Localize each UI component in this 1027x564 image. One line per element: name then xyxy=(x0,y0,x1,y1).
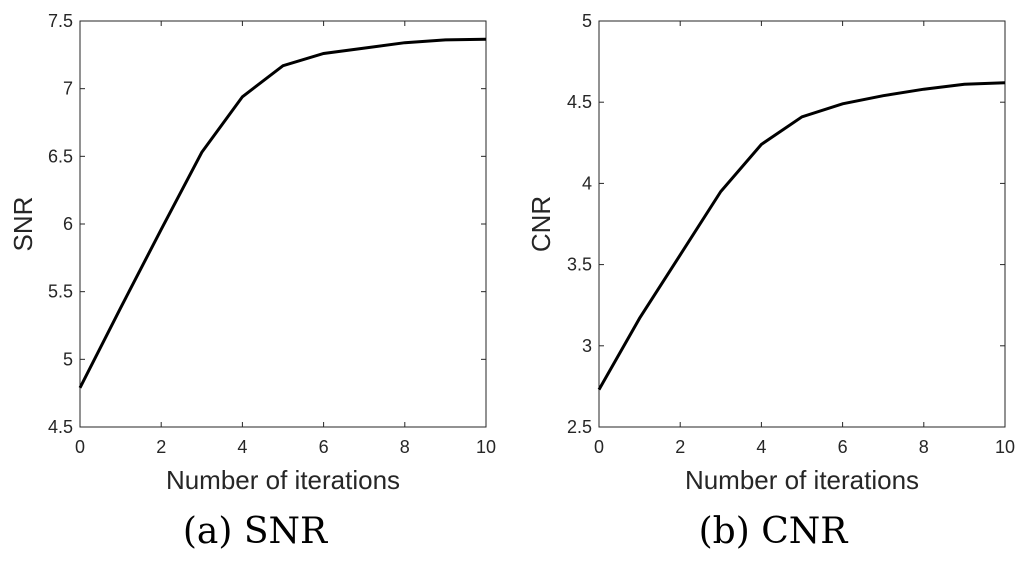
snr-caption: (a) SNR xyxy=(183,511,328,552)
cnr-y-tick-label: 4.5 xyxy=(567,92,592,112)
snr-y-tick-label: 4.5 xyxy=(48,417,73,437)
cnr-x-tick-label: 8 xyxy=(919,437,929,457)
snr-y-tick-label: 5 xyxy=(63,349,73,369)
cnr-marks: 0 2 4 6 8 10 2.5 3 3.5 4 4.5 5 xyxy=(567,11,1015,457)
cnr-x-tick-label: 2 xyxy=(675,437,685,457)
snr-x-tick-label: 4 xyxy=(237,437,247,457)
snr-x-tick-label: 6 xyxy=(319,437,329,457)
snr-y-tick-label: 7 xyxy=(63,79,73,99)
snr-x-tick-label: 0 xyxy=(75,437,85,457)
snr-y-tick-label: 7.5 xyxy=(48,11,73,31)
snr-y-axis-label: SNR xyxy=(8,197,38,252)
cnr-y-tick-label: 4 xyxy=(582,173,592,193)
cnr-x-axis-label: Number of iterations xyxy=(685,465,919,495)
cnr-y-tick-label: 3 xyxy=(582,336,592,356)
cnr-caption: (b) CNR xyxy=(699,511,849,552)
cnr-series-line xyxy=(597,81,1006,391)
snr-series-line xyxy=(78,37,487,389)
snr-marks: 0 2 4 6 8 10 4.5 5 5.5 6 6.5 7 7.5 xyxy=(48,11,496,457)
snr-y-tick-label: 5.5 xyxy=(48,282,73,302)
snr-y-tick-label: 6.5 xyxy=(48,146,73,166)
cnr-panel: 0 2 4 6 8 10 2.5 3 3.5 4 4.5 5 Number of iterations… xyxy=(526,11,1015,552)
snr-x-axis-label: Number of iterations xyxy=(166,465,400,495)
cnr-x-tick-label: 6 xyxy=(838,437,848,457)
cnr-plot-area xyxy=(598,20,1006,428)
snr-plot-area xyxy=(79,20,487,428)
snr-x-tick-label: 8 xyxy=(400,437,410,457)
snr-x-tick-label: 10 xyxy=(476,437,496,457)
cnr-x-tick-label: 4 xyxy=(756,437,766,457)
cnr-y-tick-label: 3.5 xyxy=(567,255,592,275)
snr-panel: 0 2 4 6 8 10 4.5 5 5.5 6 6.5 7 7.5 Number of iterati… xyxy=(8,11,496,552)
snr-x-tick-label: 2 xyxy=(156,437,166,457)
cnr-y-axis-label: CNR xyxy=(526,196,556,252)
cnr-x-tick-label: 0 xyxy=(594,437,604,457)
cnr-x-tick-label: 10 xyxy=(995,437,1015,457)
cnr-y-tick-label: 2.5 xyxy=(567,417,592,437)
cnr-y-tick-label: 5 xyxy=(582,11,592,31)
snr-y-tick-label: 6 xyxy=(63,214,73,234)
